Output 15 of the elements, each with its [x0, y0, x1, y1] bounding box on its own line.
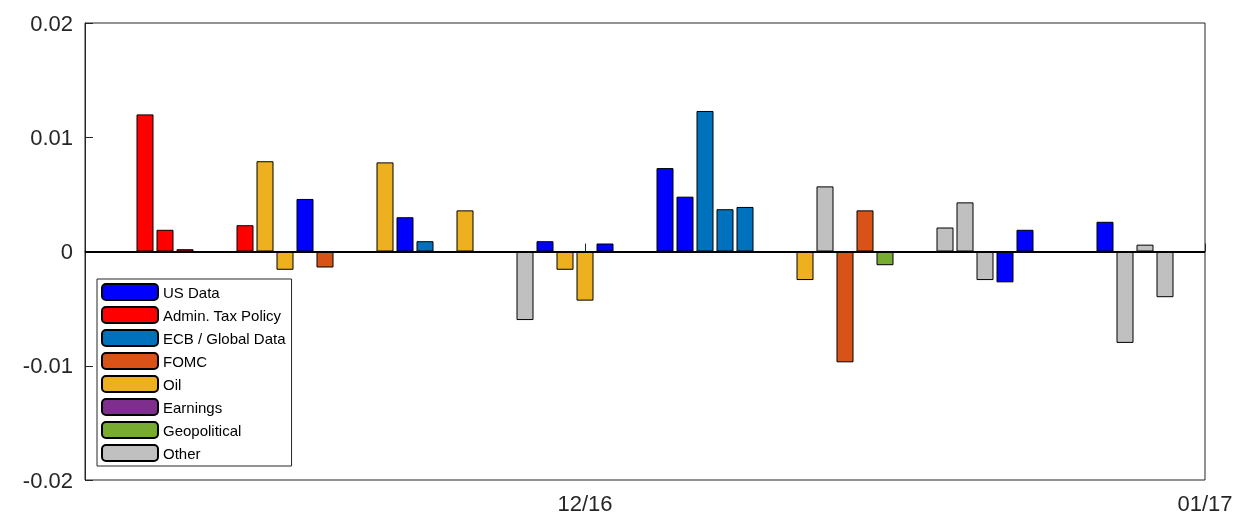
x-tick-label: 12/16 [557, 490, 613, 516]
y-tick-label: 0.02 [30, 10, 73, 36]
legend-label: Admin. Tax Policy [163, 306, 282, 324]
legend-label: Earnings [163, 398, 223, 416]
legend-label: ECB / Global Data [163, 329, 287, 347]
legend-label: Geopolitical [163, 421, 242, 439]
legend-label: US Data [163, 283, 221, 301]
y-tick-label: 0 [60, 239, 73, 264]
y-tick-label: -0.02 [22, 467, 73, 493]
y-tick-label: 0.01 [30, 124, 73, 150]
legend-label: Other [163, 444, 201, 462]
legend-label: FOMC [163, 352, 208, 370]
x-tick-label: 01/17 [1177, 490, 1233, 516]
legend-label: Oil [163, 375, 182, 393]
y-tick-label: -0.01 [22, 353, 73, 379]
